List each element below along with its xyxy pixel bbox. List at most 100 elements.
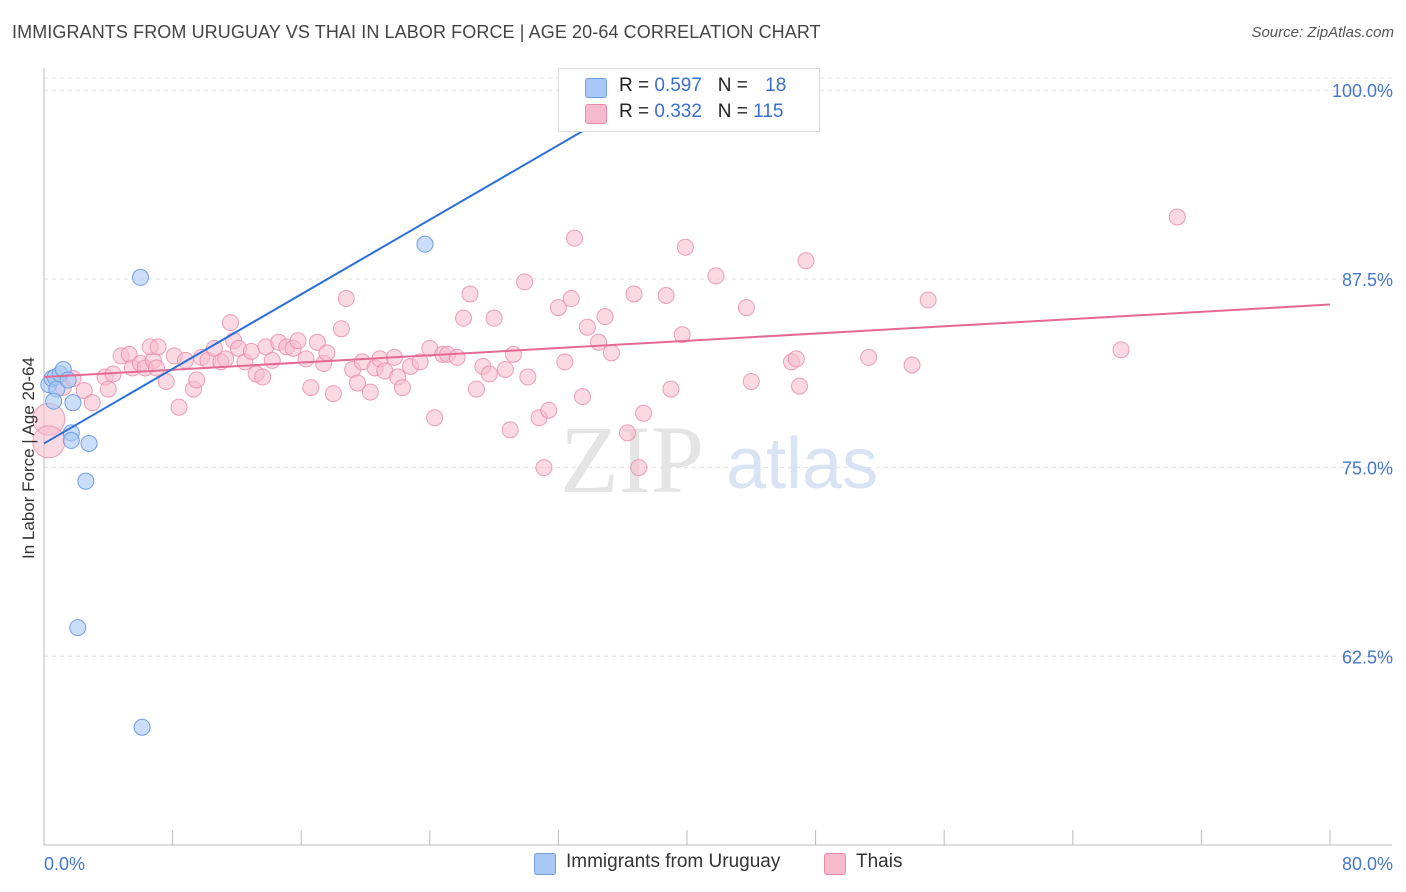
source-label: Source: ZipAtlas.com bbox=[1251, 24, 1394, 41]
legend-r-label: R = bbox=[619, 101, 650, 122]
legend-n-label: N = bbox=[717, 101, 748, 122]
thais-point bbox=[549, 299, 567, 317]
legend-n-value-thais: 115 bbox=[753, 101, 784, 122]
thais-point bbox=[797, 252, 815, 270]
thais-point bbox=[1112, 341, 1130, 359]
thais-point bbox=[75, 382, 93, 400]
thais-point bbox=[480, 365, 498, 383]
axes bbox=[43, 68, 1392, 846]
uruguay-point bbox=[77, 472, 95, 490]
thais-point bbox=[676, 238, 694, 256]
bottom-legend-label-thais: Thais bbox=[856, 851, 903, 872]
thais-point bbox=[519, 368, 537, 386]
watermark-atlas: atlas bbox=[726, 424, 878, 504]
uruguay-point bbox=[45, 392, 63, 410]
thais-point bbox=[562, 290, 580, 308]
thais-point bbox=[662, 380, 680, 398]
y-tick-label: 87.5% bbox=[1342, 270, 1393, 290]
watermark: ZIP atlas bbox=[560, 406, 878, 513]
thais-point bbox=[217, 350, 235, 368]
thais-point bbox=[99, 380, 117, 398]
thais-point bbox=[461, 285, 479, 303]
thais-point bbox=[324, 385, 342, 403]
tick-labels: 62.5% 75.0% 87.5% 100.0% 0.0% 80.0% bbox=[44, 81, 1393, 874]
thais-point bbox=[602, 344, 620, 362]
uruguay-trend-line bbox=[43, 69, 688, 445]
legend-swatch-uruguay bbox=[585, 78, 607, 98]
thais-point bbox=[574, 388, 592, 406]
thais-point bbox=[742, 373, 760, 391]
thais-point bbox=[556, 353, 574, 371]
uruguay-points bbox=[40, 78, 624, 736]
thais-point bbox=[297, 350, 315, 368]
thais-point bbox=[393, 379, 411, 397]
thais-point bbox=[630, 459, 648, 477]
uruguay-point bbox=[62, 431, 80, 449]
thais-point bbox=[83, 394, 101, 412]
thais-point bbox=[308, 333, 326, 351]
thais-point bbox=[565, 229, 583, 247]
watermark-zip: ZIP bbox=[560, 406, 704, 513]
thais-point bbox=[348, 374, 366, 392]
uruguay-point bbox=[131, 268, 149, 286]
legend-r-label: R = bbox=[619, 75, 650, 96]
thais-point bbox=[578, 318, 596, 336]
x-tick-label: 80.0% bbox=[1342, 854, 1393, 874]
trend-lines bbox=[43, 69, 1331, 445]
uruguay-point bbox=[80, 434, 98, 452]
thais-point bbox=[673, 326, 691, 344]
thais-point bbox=[590, 333, 608, 351]
thais-point bbox=[337, 290, 355, 308]
thais-point bbox=[496, 360, 514, 378]
thais-point bbox=[411, 353, 429, 371]
y-tick-label: 62.5% bbox=[1342, 647, 1393, 667]
thais-point bbox=[707, 267, 725, 285]
thais-point bbox=[903, 356, 921, 374]
y-tick-label: 100.0% bbox=[1332, 81, 1393, 101]
thais-point bbox=[455, 309, 473, 327]
thais-point bbox=[535, 459, 553, 477]
legend-n-label: N = bbox=[717, 75, 748, 96]
thais-point bbox=[860, 348, 878, 366]
thais-point bbox=[149, 338, 167, 356]
thais-point bbox=[540, 401, 558, 419]
x-tick-label: 0.0% bbox=[44, 854, 85, 874]
uruguay-point bbox=[133, 718, 151, 736]
thais-point bbox=[318, 344, 336, 362]
thais-point bbox=[426, 409, 444, 427]
thais-point bbox=[787, 350, 805, 368]
thais-point bbox=[485, 309, 503, 327]
legend-n-value-uruguay: 18 bbox=[765, 75, 787, 96]
uruguay-point bbox=[69, 619, 87, 637]
thais-point bbox=[504, 345, 522, 363]
thais-point bbox=[188, 371, 206, 389]
thais-point bbox=[263, 351, 281, 369]
thais-point bbox=[148, 359, 166, 377]
thais-point bbox=[242, 342, 260, 360]
thais-point bbox=[516, 273, 534, 291]
thais-point bbox=[501, 421, 519, 439]
legend-r-value-thais: 0.332 bbox=[654, 101, 702, 122]
thais-trend-line bbox=[43, 303, 1331, 379]
thais-point bbox=[625, 285, 643, 303]
thais-point bbox=[1168, 208, 1186, 226]
thais-point bbox=[302, 379, 320, 397]
thais-point bbox=[657, 287, 675, 304]
thais-point bbox=[254, 368, 272, 386]
thais-point bbox=[221, 314, 239, 332]
thais-point bbox=[361, 383, 379, 401]
y-tick-label: 75.0% bbox=[1342, 459, 1393, 479]
thais-point bbox=[448, 348, 466, 366]
y-axis-label: In Labor Force | Age 20-64 bbox=[19, 357, 38, 559]
correlation-legend: R = 0.597 N = 18 R = 0.332 N = 115 bbox=[558, 68, 820, 132]
thais-point bbox=[791, 377, 809, 395]
chart-title: IMMIGRANTS FROM URUGUAY VS THAI IN LABOR… bbox=[12, 22, 821, 42]
thais-point bbox=[467, 380, 485, 398]
bottom-legend-swatch-thais bbox=[824, 853, 846, 875]
thais-point bbox=[619, 424, 637, 442]
thais-point bbox=[332, 320, 350, 338]
legend-r-value-uruguay: 0.597 bbox=[654, 75, 702, 96]
uruguay-point bbox=[416, 235, 434, 253]
thais-point bbox=[596, 308, 614, 326]
